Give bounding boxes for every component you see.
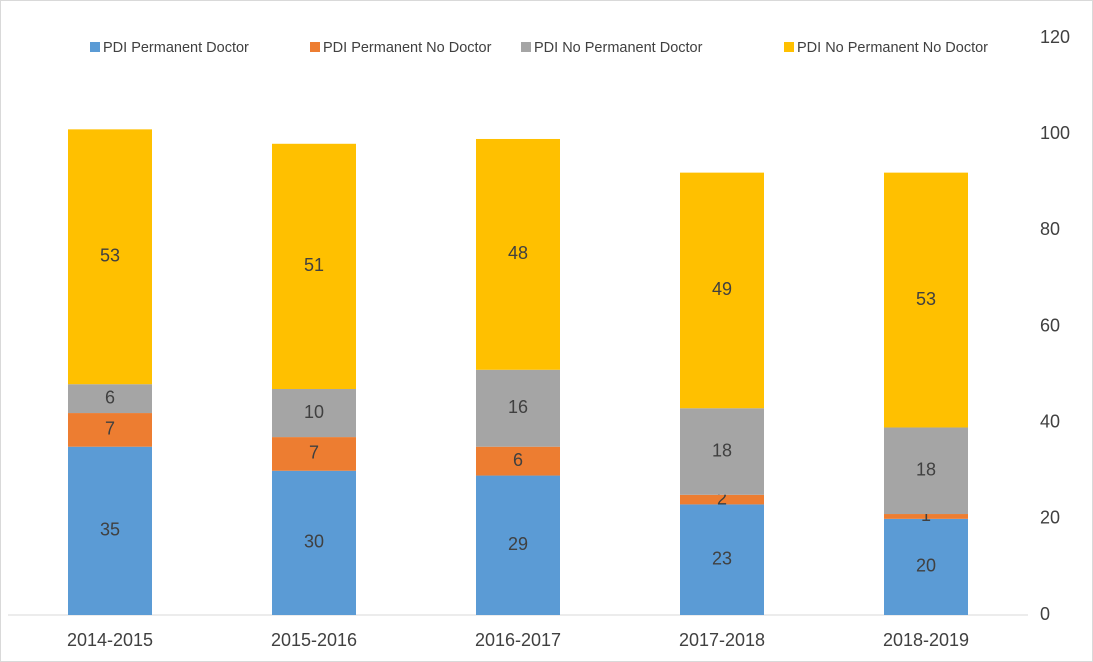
bar-segment <box>476 369 560 447</box>
y-tick-label: 80 <box>1040 219 1060 239</box>
y-tick-label: 120 <box>1040 27 1070 47</box>
bar-segment <box>272 143 356 390</box>
legend-label: PDI Permanent Doctor <box>103 40 249 56</box>
bar-segment <box>68 384 152 414</box>
y-tick-label: 40 <box>1040 411 1060 431</box>
bar-segment <box>272 437 356 471</box>
data-label: 30 <box>304 532 324 552</box>
legend-label: PDI No Permanent Doctor <box>534 40 703 56</box>
data-label: 49 <box>712 279 732 299</box>
data-label: 53 <box>916 289 936 309</box>
y-tick-label: 100 <box>1040 123 1070 143</box>
bar-segment <box>272 389 356 438</box>
bar-segment <box>884 518 968 615</box>
bar-segment <box>680 504 764 615</box>
bar-segment <box>68 129 152 385</box>
data-label: 18 <box>712 440 732 460</box>
x-tick-label: 2017-2018 <box>679 630 765 650</box>
legend-swatch <box>310 42 320 52</box>
bar-segment <box>272 470 356 615</box>
x-tick-label: 2015-2016 <box>271 630 357 650</box>
data-label: 18 <box>916 460 936 480</box>
data-label: 16 <box>508 397 528 417</box>
data-label: 29 <box>508 534 528 554</box>
data-label: 20 <box>916 556 936 576</box>
data-label: 53 <box>100 246 120 266</box>
data-label: 6 <box>513 450 523 470</box>
bar-segment <box>884 514 968 519</box>
data-label: 35 <box>100 520 120 540</box>
data-label: 7 <box>309 443 319 463</box>
data-label: 51 <box>304 255 324 275</box>
bar-segment <box>680 408 764 495</box>
bar-segment <box>476 475 560 615</box>
bar-segment <box>68 446 152 615</box>
data-label: 6 <box>105 387 115 407</box>
data-label: 23 <box>712 548 732 568</box>
data-label: 7 <box>105 419 115 439</box>
data-label: 48 <box>508 243 528 263</box>
x-tick-label: 2018-2019 <box>883 630 969 650</box>
bar-segment <box>680 172 764 409</box>
legend-label: PDI No Permanent No Doctor <box>797 40 988 56</box>
bar-segment <box>680 494 764 505</box>
y-tick-label: 60 <box>1040 315 1060 335</box>
bar-segment <box>476 138 560 370</box>
bar-segment <box>884 172 968 428</box>
y-tick-label: 0 <box>1040 604 1050 624</box>
legend-label: PDI Permanent No Doctor <box>323 40 492 56</box>
legend-swatch <box>90 42 100 52</box>
data-label: 2 <box>717 488 727 508</box>
data-label: 1 <box>921 505 931 525</box>
x-tick-label: 2016-2017 <box>475 630 561 650</box>
bar-segment <box>476 446 560 476</box>
legend-swatch <box>521 42 531 52</box>
bar-segment <box>884 427 968 515</box>
bar-segment <box>68 413 152 447</box>
y-tick-label: 20 <box>1040 508 1060 528</box>
x-tick-label: 2014-2015 <box>67 630 153 650</box>
legend-swatch <box>784 42 794 52</box>
data-label: 10 <box>304 402 324 422</box>
